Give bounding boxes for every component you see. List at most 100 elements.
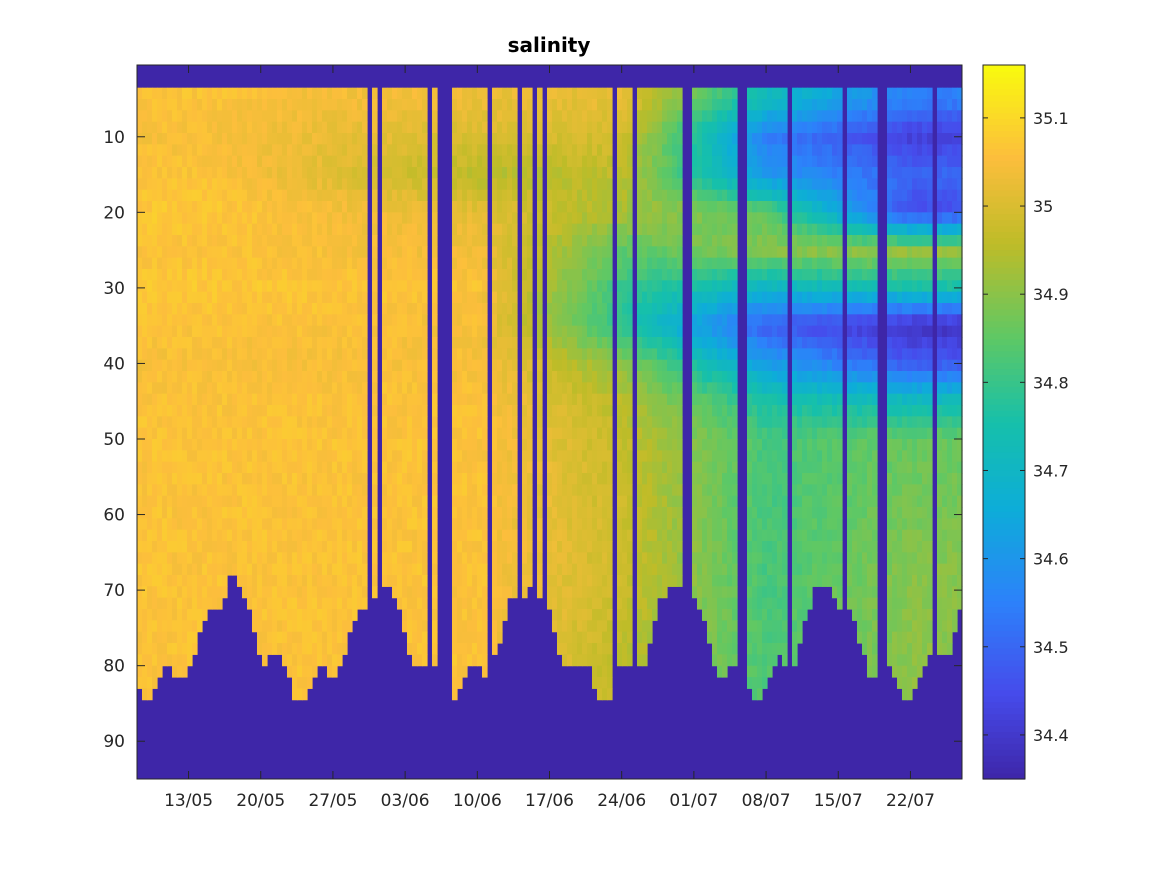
heatmap-cell [497,121,503,134]
heatmap-cell [282,291,288,304]
heatmap-cell [507,167,513,179]
heatmap-cell [492,337,498,349]
heatmap-cell [172,337,178,349]
heatmap-cell [607,586,613,599]
heatmap-cell [477,631,483,644]
heatmap-cell [637,121,643,134]
heatmap-cell [197,99,203,111]
heatmap-cell [247,450,253,463]
heatmap-cell [647,461,653,474]
heatmap-cell [197,620,203,633]
heatmap-cell [152,235,158,247]
heatmap-cell [707,484,713,497]
heatmap-cell [512,144,518,157]
heatmap-cell [547,382,553,395]
heatmap-cell [332,110,338,123]
heatmap-cell [207,257,213,270]
heatmap-cell [527,405,533,417]
heatmap-cell [242,382,248,395]
heatmap-cell [707,189,713,202]
heatmap-cell [572,541,578,553]
heatmap-cells [137,65,963,779]
heatmap-cell [292,144,298,157]
heatmap-cell [297,620,303,633]
heatmap-cell [252,439,258,451]
heatmap-cell [262,189,268,202]
heatmap-cell [522,337,528,349]
heatmap-cell [402,461,408,474]
heatmap-cell [562,541,568,553]
heatmap-cell [347,405,353,417]
heatmap-cell [617,518,623,531]
heatmap-cell [202,314,208,327]
heatmap-cell [162,552,168,565]
heatmap-cell [642,337,648,349]
heatmap-cell [147,552,153,565]
heatmap-cell [507,257,513,270]
heatmap-cell [417,371,423,383]
heatmap-cell [552,189,558,202]
heatmap-cell [577,325,583,338]
heatmap-cell [252,461,258,474]
heatmap-cell [332,144,338,157]
heatmap-cell [197,393,203,406]
heatmap-cell [667,518,673,531]
heatmap-cell [197,529,203,542]
heatmap-cell [592,257,598,270]
heatmap-cell [622,541,628,553]
heatmap-cell [397,303,403,315]
heatmap-cell [152,597,158,610]
heatmap-cell [217,223,223,236]
heatmap-cell [162,246,168,259]
heatmap-cell [412,439,418,451]
heatmap-cell [242,178,248,191]
heatmap-cell [642,189,648,202]
heatmap-cell [272,87,278,100]
heatmap-cell [527,529,533,542]
heatmap-cell [172,541,178,553]
heatmap-cell [332,223,338,236]
heatmap-cell [482,269,488,281]
heatmap-cell [477,541,483,553]
heatmap-cell [642,586,648,599]
heatmap-cell [647,269,653,281]
heatmap-cell [637,155,643,168]
heatmap-cell [407,121,413,134]
heatmap-cell [652,427,658,440]
heatmap-cell [387,87,393,100]
heatmap-cell [572,552,578,565]
heatmap-cell [457,552,463,565]
heatmap-cell [642,643,648,655]
heatmap-cell [262,620,268,633]
heatmap-cell [342,484,348,497]
heatmap-cell [397,473,403,485]
heatmap-cell [237,348,243,361]
heatmap-cell [317,257,323,270]
heatmap-cell [297,167,303,179]
heatmap-cell [292,325,298,338]
heatmap-cell [512,382,518,395]
heatmap-cell [432,246,438,259]
heatmap-cell [667,212,673,225]
heatmap-cell [347,507,353,519]
heatmap-cell [477,563,483,576]
heatmap-cell [262,246,268,259]
heatmap-cell [552,575,558,587]
heatmap-cell [672,359,678,372]
heatmap-cell [432,269,438,281]
heatmap-cell [242,235,248,247]
heatmap-cell [567,144,573,157]
heatmap-cell [482,337,488,349]
heatmap-cell [172,382,178,395]
heatmap-cell [472,507,478,519]
heatmap-cell [462,144,468,157]
heatmap-cell [452,529,458,542]
heatmap-cell [697,586,703,599]
heatmap-cell [452,620,458,633]
heatmap-cell [592,427,598,440]
heatmap-cell [507,303,513,315]
heatmap-cell [227,133,233,145]
heatmap-cell [382,144,388,157]
heatmap-cell [592,144,598,157]
heatmap-cell [342,382,348,395]
